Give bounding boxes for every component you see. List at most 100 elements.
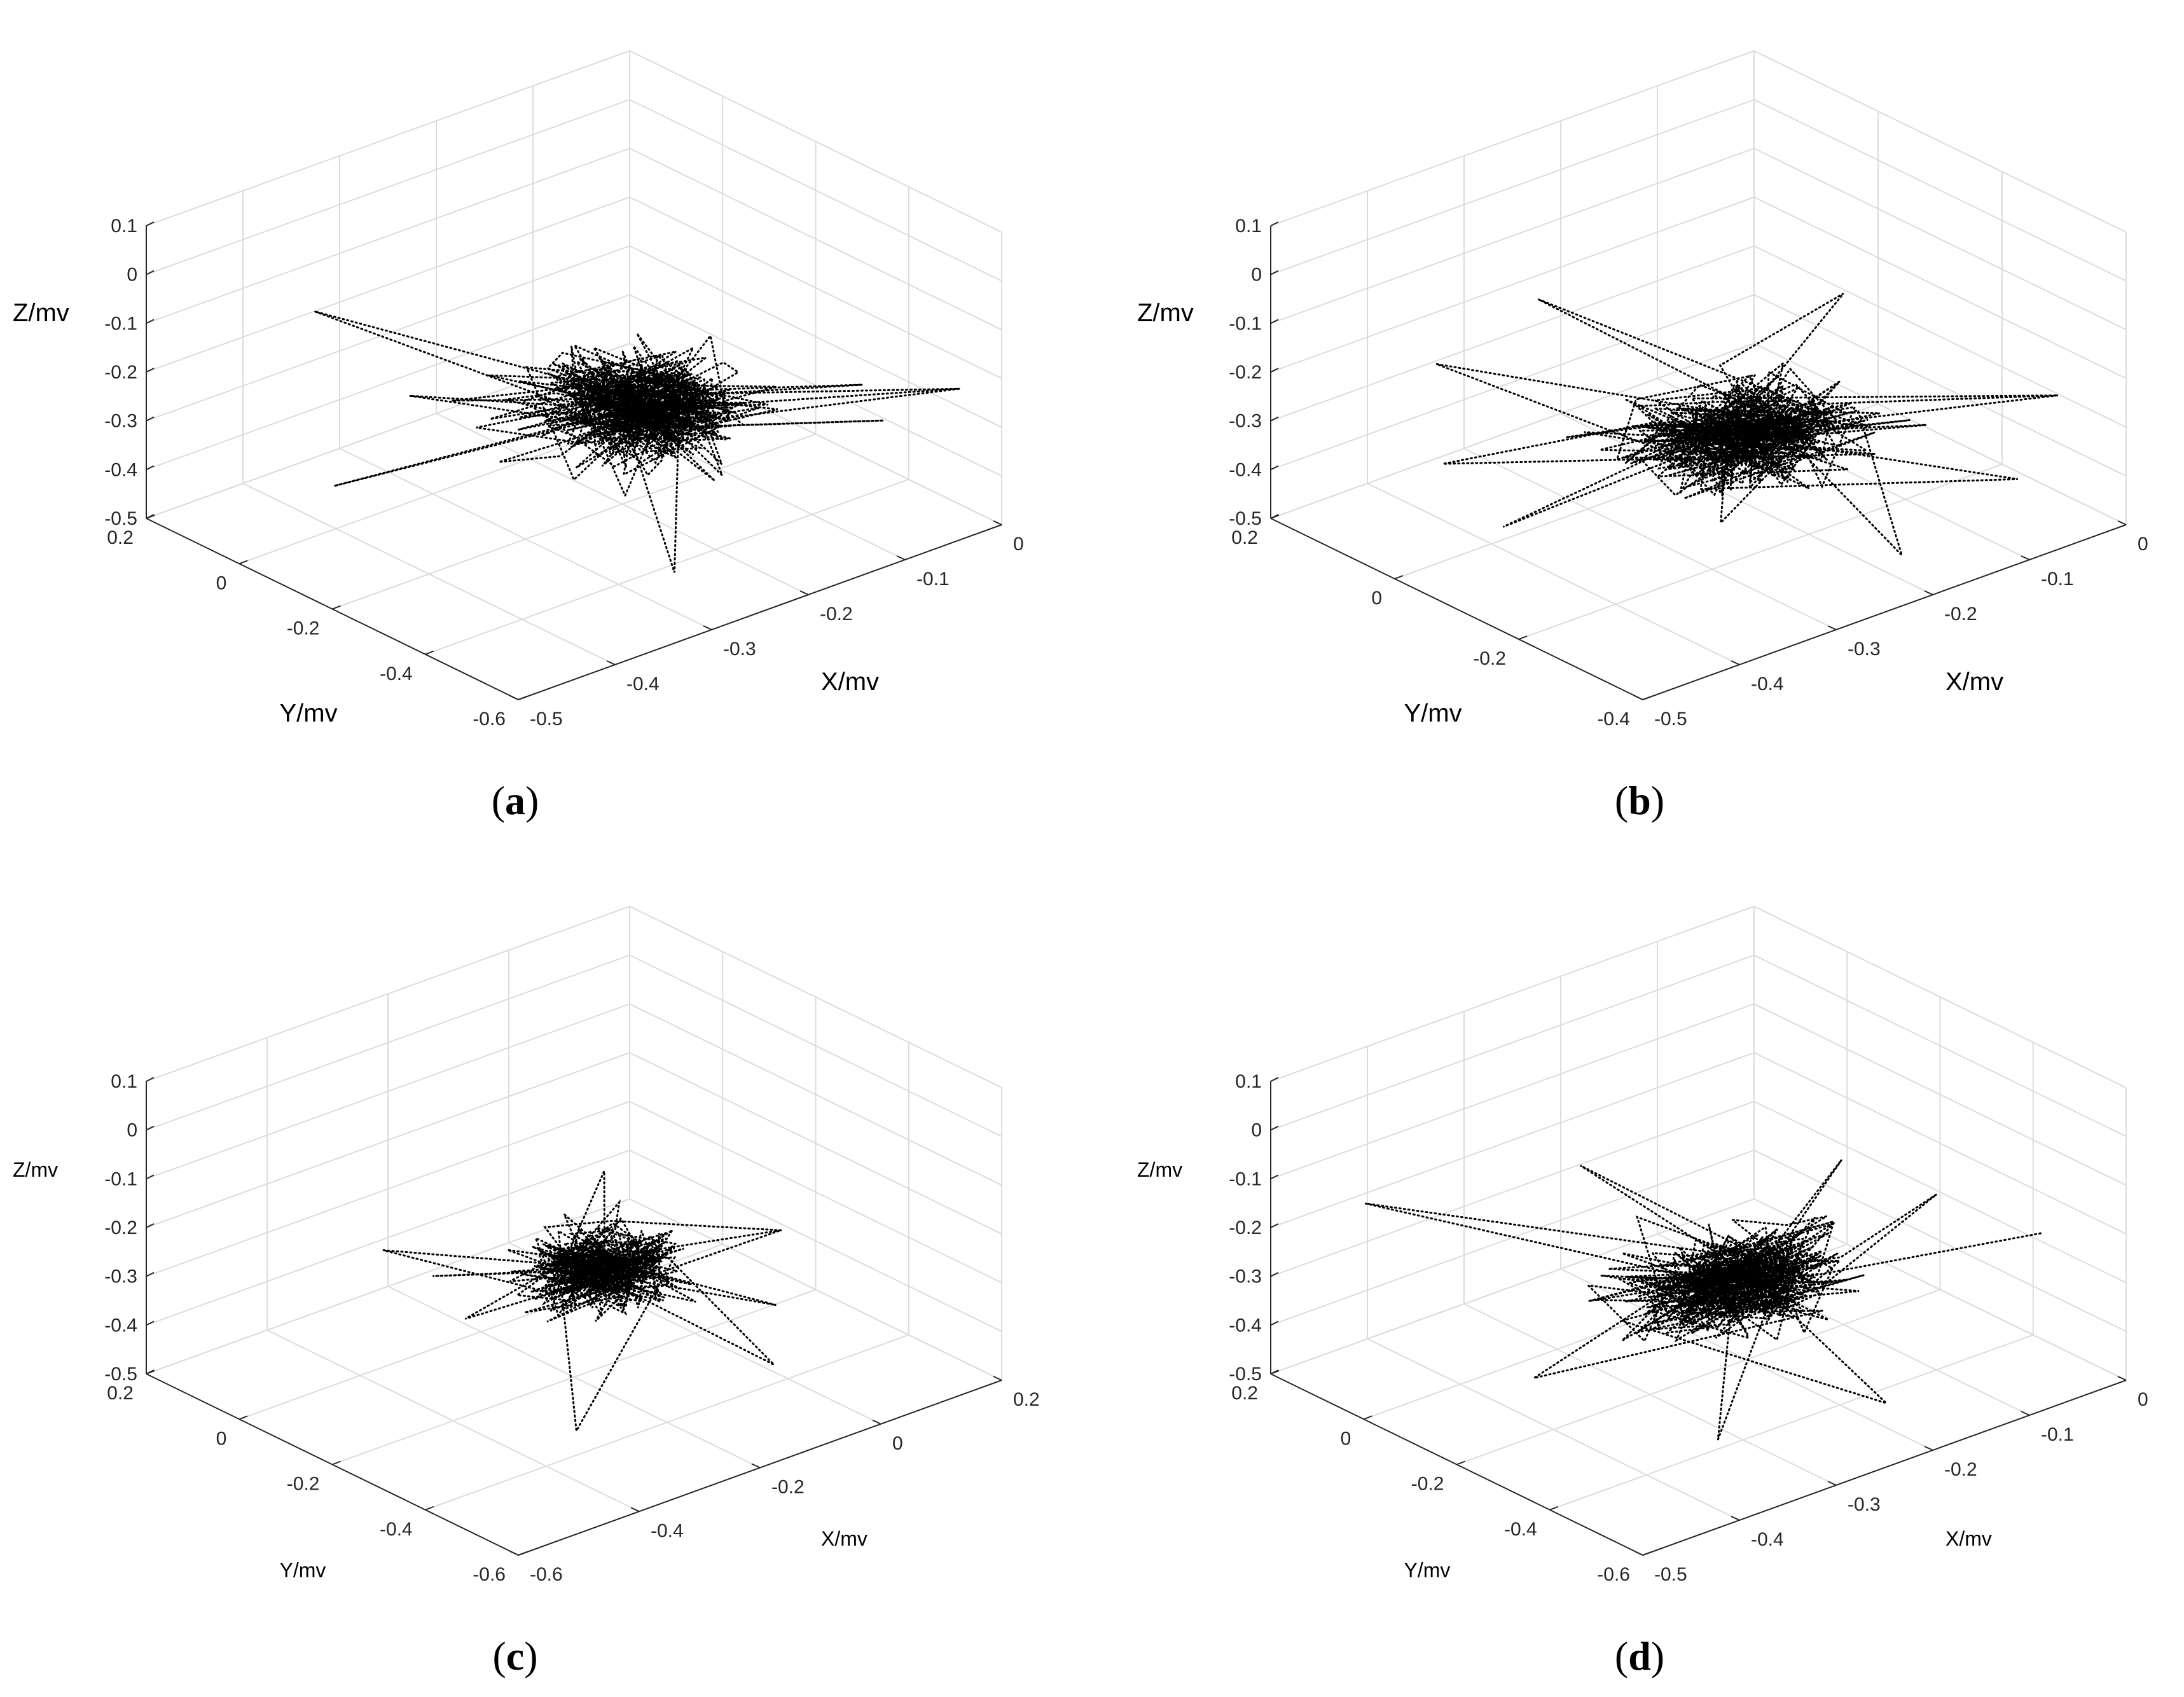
panel-caption: (b) bbox=[1615, 778, 1664, 823]
grid-line bbox=[146, 1051, 1002, 1235]
x-tick-label: 0 bbox=[1013, 534, 1024, 555]
x-axis-title: X/mv bbox=[821, 668, 879, 696]
y-tick-mark bbox=[1642, 696, 1652, 700]
z-tick-label: -0.2 bbox=[1229, 362, 1262, 383]
y-axis-title: Y/mv bbox=[1404, 700, 1462, 728]
z-tick-mark bbox=[146, 368, 155, 373]
axes: 0.10-0.1-0.2-0.3-0.4-0.50.20-0.2-0.4-0.6… bbox=[13, 1071, 1040, 1585]
x-tick-mark bbox=[1827, 625, 1837, 630]
grid-line bbox=[146, 1100, 1002, 1284]
grid-line bbox=[146, 1198, 1002, 1381]
y-tick-mark bbox=[1642, 1551, 1652, 1556]
z-tick-mark bbox=[1270, 1271, 1279, 1277]
axes: 0.10-0.1-0.2-0.3-0.4-0.50.20-0.2-0.4-0.6… bbox=[13, 216, 1024, 730]
y-axis-title: Y/mv bbox=[280, 1559, 326, 1582]
z-tick-mark bbox=[1270, 1174, 1279, 1180]
y-tick-mark bbox=[518, 1551, 527, 1556]
z-tick-label: 0 bbox=[127, 1120, 137, 1141]
y-tick-mark bbox=[1456, 1460, 1465, 1465]
grid-line bbox=[332, 1289, 816, 1465]
grid-line bbox=[146, 1149, 1002, 1333]
grid-line bbox=[146, 245, 1002, 428]
z-tick-label: 0.1 bbox=[1235, 216, 1262, 237]
z-tick-mark bbox=[146, 1077, 155, 1082]
x-axis-title: X/mv bbox=[1946, 1527, 1992, 1550]
panel-a: 0.10-0.1-0.2-0.3-0.4-0.50.20-0.2-0.4-0.6… bbox=[13, 50, 1024, 823]
x-tick-mark bbox=[872, 1419, 881, 1425]
x-tick-mark bbox=[2021, 1411, 2030, 1416]
x-tick-mark bbox=[1731, 660, 1740, 665]
y-tick-mark bbox=[1394, 575, 1404, 579]
y-tick-mark bbox=[425, 1506, 434, 1511]
caption-letter: b bbox=[1628, 778, 1651, 823]
z-tick-mark bbox=[1270, 221, 1279, 226]
x-tick-label: -0.2 bbox=[820, 604, 853, 625]
grid-line bbox=[1270, 245, 2127, 428]
z-tick-mark bbox=[146, 465, 155, 471]
x-tick-mark bbox=[630, 1507, 640, 1513]
x-tick-mark bbox=[1924, 590, 1933, 595]
z-tick-label: 0 bbox=[1251, 1120, 1262, 1141]
x-tick-label: -0.4 bbox=[1751, 1529, 1784, 1550]
x-tick-label: -0.2 bbox=[1944, 1459, 1977, 1480]
x-tick-mark bbox=[799, 590, 809, 595]
x-tick-mark bbox=[993, 520, 1002, 525]
panel-caption: (a) bbox=[492, 778, 539, 823]
x-tick-label: -0.3 bbox=[1848, 1494, 1881, 1515]
y-tick-label: 0.2 bbox=[1231, 527, 1258, 548]
z-tick-label: -0.4 bbox=[104, 459, 137, 480]
grid bbox=[1270, 50, 2127, 700]
y-tick-label: -0.4 bbox=[380, 663, 413, 684]
z-tick-mark bbox=[146, 1223, 155, 1228]
y-tick-mark bbox=[146, 515, 155, 519]
z-tick-label: -0.5 bbox=[104, 1364, 137, 1385]
z-tick-label: -0.3 bbox=[104, 411, 137, 432]
grid-line bbox=[1518, 464, 2003, 640]
y-tick-label: 0.2 bbox=[107, 1383, 134, 1404]
z-tick-label: -0.5 bbox=[1229, 1364, 1262, 1385]
z-tick-label: 0.1 bbox=[111, 1071, 137, 1092]
z-tick-label: -0.4 bbox=[104, 1315, 137, 1336]
grid-line bbox=[1456, 1289, 1940, 1465]
z-tick-label: -0.1 bbox=[104, 313, 137, 334]
grid-line bbox=[1270, 50, 2127, 233]
z-tick-label: -0.5 bbox=[104, 508, 137, 529]
panel-d: 0.10-0.1-0.2-0.3-0.4-0.50.20-0.2-0.4-0.6… bbox=[1137, 905, 2148, 1679]
grid-line bbox=[1270, 196, 2127, 379]
caption-letter: a bbox=[505, 778, 525, 823]
grid-line bbox=[146, 294, 1002, 477]
panel-b: 0.10-0.1-0.2-0.3-0.4-0.50.20-0.2-0.4 -0.5… bbox=[1137, 50, 2148, 823]
grid bbox=[146, 905, 1002, 1556]
grid-line bbox=[146, 99, 1002, 282]
x-tick-label: 0.2 bbox=[1013, 1389, 1040, 1410]
x-axis-line bbox=[1642, 524, 2127, 700]
z-tick-mark bbox=[146, 416, 155, 422]
x-tick-label: -0.4 bbox=[651, 1520, 684, 1541]
z-tick-label: -0.5 bbox=[1229, 508, 1262, 529]
y-tick-label: -0.2 bbox=[1411, 1474, 1444, 1495]
y-tick-mark bbox=[238, 1415, 248, 1420]
caption-open: ( bbox=[1615, 1633, 1628, 1679]
z-axis-title: Z/mv bbox=[13, 1158, 58, 1181]
z-tick-mark bbox=[146, 270, 155, 275]
z-tick-mark bbox=[1270, 1320, 1279, 1326]
x-tick-label: -0.4 bbox=[626, 674, 660, 695]
trajectory-line bbox=[1435, 293, 2059, 556]
x-tick-mark bbox=[2117, 1376, 2127, 1381]
x-tick-label: -0.5 bbox=[530, 709, 563, 730]
z-tick-mark bbox=[146, 1174, 155, 1180]
grid-line bbox=[1270, 1003, 2127, 1186]
grid-line bbox=[146, 50, 1002, 233]
z-tick-mark bbox=[1270, 1223, 1279, 1228]
grid-line bbox=[1270, 905, 2127, 1088]
trajectory-line bbox=[314, 310, 960, 573]
caption-letter: c bbox=[506, 1633, 524, 1679]
x-tick-mark bbox=[1634, 695, 1643, 700]
caption-open: ( bbox=[1615, 778, 1628, 823]
x-tick-mark bbox=[751, 1463, 761, 1469]
grid-line bbox=[425, 478, 909, 655]
y-tick-label: -0.6 bbox=[1597, 1564, 1630, 1585]
z-tick-label: -0.3 bbox=[1229, 411, 1262, 432]
y-tick-label: -0.6 bbox=[473, 1564, 506, 1585]
